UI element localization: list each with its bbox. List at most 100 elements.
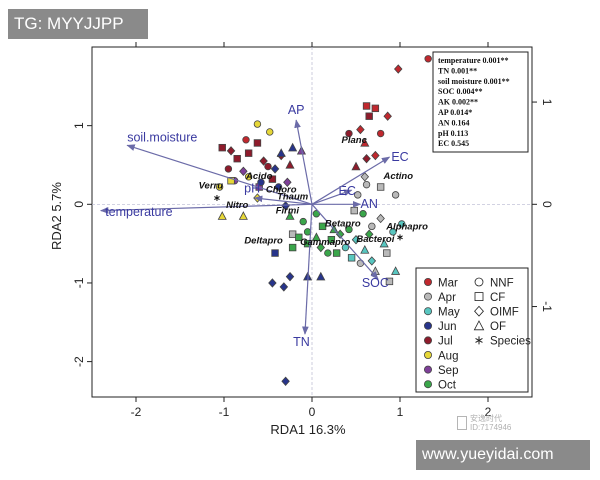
sample-point-may [351, 234, 361, 245]
x-tick-label: 0 [309, 405, 316, 419]
sample-point-mar [371, 150, 380, 161]
sample-point-may [389, 228, 397, 236]
sample-point-oct [311, 232, 321, 242]
asterisk-stroke [475, 337, 483, 343]
stats-line: soil moisture 0.001** [438, 77, 510, 86]
sample-point-oct [359, 210, 367, 218]
sample-point-jul [285, 160, 295, 169]
species-label: Bacteroi [356, 234, 394, 245]
env-label: EC [391, 150, 408, 164]
sample-point-oct [316, 242, 326, 253]
sample-point-mar [362, 102, 371, 110]
species-label: Thaum [277, 192, 309, 203]
sample-point-oct [332, 249, 341, 257]
sample-point-mar [356, 124, 365, 135]
y-axis-label: RDA2 5.7% [49, 182, 64, 250]
right-tick-label: 0 [540, 201, 554, 208]
legend-month-label: Sep [438, 365, 458, 377]
sample-point-mar [376, 129, 385, 138]
sample-point-apr [360, 172, 370, 182]
y-tick-label: 1 [72, 122, 86, 129]
stats-line: temperature 0.001** [438, 56, 509, 65]
sample-points [215, 55, 432, 386]
x-tick-label: -1 [219, 405, 230, 419]
sample-point-jul [362, 153, 371, 164]
legend-month-label: Apr [438, 292, 456, 304]
sample-point-sep [239, 166, 248, 176]
legend-month-swatch [423, 277, 432, 286]
sample-point-apr [288, 230, 297, 238]
sample-point-jul [226, 146, 236, 156]
sample-point-mar [360, 137, 370, 147]
env-label: temperature [105, 205, 172, 219]
x-tick-label: 1 [397, 405, 404, 419]
legend-month-swatch [423, 321, 432, 330]
legend-month-label: Jul [438, 336, 453, 348]
sample-point-may [347, 254, 356, 262]
legend-month-swatch [423, 336, 432, 345]
sample-point-jun [285, 271, 295, 282]
legend-shape-swatch-oimf [474, 305, 484, 317]
legend-shape-swatch-cf [474, 292, 484, 302]
sample-point-aug [227, 177, 235, 185]
env-arrow-ec [311, 156, 391, 205]
species-label: Chloro [266, 185, 297, 196]
watermark-logo-icon [457, 416, 467, 430]
sample-point-apr [354, 191, 362, 199]
sample-point-mar [394, 64, 403, 74]
x-tick-label: -2 [131, 405, 142, 419]
env-label: SOC [362, 276, 389, 290]
y-tick-label: 0 [72, 201, 86, 208]
x-tick-label: 2 [485, 405, 492, 419]
env-label: TN [293, 335, 310, 349]
sample-point-mar [242, 136, 250, 144]
stats-line: SOC 0.004** [438, 87, 482, 96]
stats-line: AP 0.014* [438, 108, 472, 117]
env-arrow-soc [311, 203, 379, 280]
sample-point-jun [279, 282, 289, 292]
sample-point-may [360, 244, 370, 254]
species-label: Actino [382, 171, 413, 182]
top-left-tag: TG: MYYJJPP [8, 9, 148, 39]
sample-point-aug [266, 128, 274, 136]
species-label: Deltapro [244, 236, 283, 247]
legend-shape-label: NNF [490, 277, 514, 289]
legend-month-swatch [423, 292, 432, 301]
legend-shape-swatch-nnf [474, 277, 484, 287]
sample-point-jul [224, 165, 233, 173]
species-asterisk [214, 195, 220, 202]
sample-point-oct [327, 235, 336, 244]
sample-point-jun [316, 271, 326, 281]
stats-box [432, 51, 529, 153]
sample-point-mar [371, 104, 380, 113]
sample-point-jun [276, 148, 286, 157]
sample-point-jun [288, 142, 298, 152]
sample-point-oct [318, 222, 327, 231]
y-tick-label: -2 [72, 356, 86, 367]
watermark-text: 安逸时代 ID:7174946 [470, 414, 511, 432]
legend-month-swatch [423, 307, 432, 316]
species-label: Betapro [325, 218, 361, 229]
sample-point-jul [264, 162, 272, 171]
y-tick-label: -1 [72, 277, 86, 288]
sample-point-aug [253, 120, 262, 128]
sample-point-jul [233, 154, 241, 163]
env-arrow-temperature [99, 203, 313, 214]
sample-point-oct [324, 249, 332, 257]
legend-month-swatch [423, 365, 432, 374]
species-label: Nitro [226, 200, 248, 211]
species-label: Firmi [276, 206, 300, 217]
sample-point-apr [383, 249, 391, 257]
env-arrow-ec [311, 189, 353, 205]
legend-shape-label: OF [490, 321, 506, 333]
sample-point-may [379, 238, 389, 248]
sample-point-jun [270, 164, 280, 174]
sample-point-jun [257, 178, 265, 186]
legend-month-label: Mar [438, 277, 458, 289]
sample-point-mar [383, 111, 392, 121]
species-label: Acido [245, 171, 273, 182]
sample-point-jun [274, 183, 283, 191]
legend-shape-swatch-of [473, 320, 485, 331]
asterisk-stroke [214, 196, 220, 200]
